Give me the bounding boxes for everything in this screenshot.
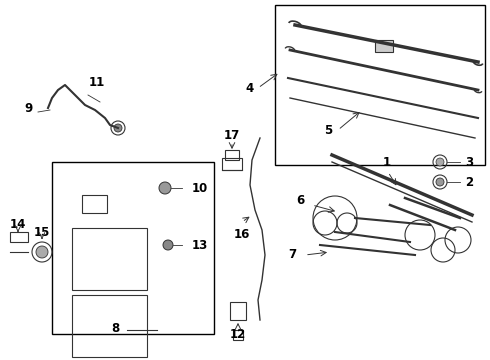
Circle shape [114,124,122,132]
Bar [82,195,107,213]
Bar [275,5,485,165]
Bar [375,40,393,52]
Bar [222,158,242,170]
Bar [52,162,214,334]
Text: 4: 4 [246,81,254,94]
Circle shape [436,178,444,186]
Text: 12: 12 [230,328,246,342]
Bar [230,302,246,320]
Text: 3: 3 [465,156,473,168]
Text: 15: 15 [34,225,50,238]
Circle shape [163,240,173,250]
Text: 1: 1 [383,156,391,168]
Text: 9: 9 [24,102,32,114]
Bar [72,228,147,290]
Circle shape [436,158,444,166]
Bar [225,150,239,160]
Text: 5: 5 [324,123,332,136]
Bar [233,330,243,340]
Circle shape [36,246,48,258]
Text: 8: 8 [111,321,119,334]
Text: 10: 10 [192,181,208,194]
Text: 11: 11 [89,76,105,89]
Bar [10,232,28,242]
Bar [72,295,147,357]
Text: 14: 14 [10,219,26,231]
Circle shape [159,182,171,194]
Text: 6: 6 [296,194,304,207]
Text: 7: 7 [288,248,296,261]
Text: 2: 2 [465,176,473,189]
Text: 13: 13 [192,239,208,252]
Text: 16: 16 [234,229,250,242]
Text: 17: 17 [224,129,240,141]
